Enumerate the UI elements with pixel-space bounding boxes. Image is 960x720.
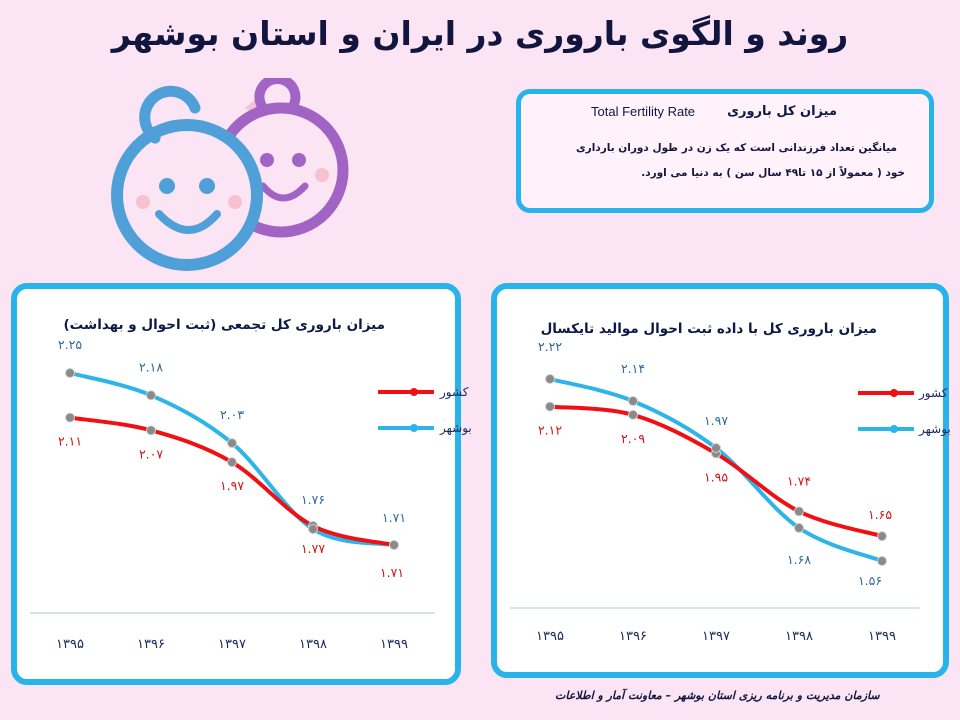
data-label: ۱.۷۶ bbox=[301, 492, 325, 507]
data-label: ۲.۰۷ bbox=[139, 446, 163, 461]
data-label: ۲.۱۴ bbox=[621, 361, 645, 376]
data-label: ۱.۹۷ bbox=[220, 478, 244, 493]
x-tick-label: ۱۳۹۹ bbox=[380, 637, 408, 652]
data-point bbox=[146, 425, 156, 436]
data-label: ۱.۷۱ bbox=[380, 565, 404, 580]
data-label: ۲.۱۸ bbox=[139, 359, 163, 374]
chart-0: ۱۳۹۵ ۱۳۹۶ ۱۳۹۷ ۱۳۹۸ ۱۳۹۹ ۲.۱۱ ۲.۰۷ ۱.۹۷ ۱.۷۷ ۱.۷۱… bbox=[30, 337, 472, 652]
legend-label: بوشهر bbox=[918, 422, 951, 437]
data-point bbox=[794, 506, 804, 517]
data-point bbox=[65, 412, 75, 423]
chart-panel-cumulative: میزان باروری کل تجمعی (ثبت احوال و بهداش… bbox=[11, 283, 461, 685]
data-point bbox=[545, 374, 555, 384]
data-label: ۱.۶۸ bbox=[787, 552, 811, 567]
data-point bbox=[227, 457, 237, 468]
data-label: ۲.۱۲ bbox=[538, 423, 562, 438]
legend-label: کشور bbox=[918, 386, 948, 401]
x-tick-label: ۱۳۹۷ bbox=[702, 629, 730, 644]
data-label: ۱.۷۷ bbox=[301, 541, 325, 556]
data-point bbox=[628, 396, 638, 407]
data-label: ۲.۲۲ bbox=[538, 339, 562, 354]
definition-line-1: میانگین تعداد فرزندانی است که یک زن در ط… bbox=[576, 142, 897, 154]
x-tick-label: ۱۳۹۹ bbox=[868, 629, 896, 644]
definition-line-2: خود ( معمولاً از ۱۵ تا۴۹ سال سن ) به دنی… bbox=[641, 167, 905, 179]
legend-marker bbox=[410, 424, 418, 432]
x-tick-label: ۱۳۹۶ bbox=[619, 629, 647, 644]
legend-label: بوشهر bbox=[439, 421, 472, 436]
source-footer: سازمان مدیریت و برنامه ریزی استان بوشهر … bbox=[555, 689, 880, 702]
x-tick-label: ۱۳۹۸ bbox=[299, 637, 327, 652]
data-point bbox=[628, 409, 638, 420]
data-label: ۱.۹۷ bbox=[704, 413, 728, 428]
data-point bbox=[146, 390, 156, 401]
chart-1: ۱۳۹۵ ۱۳۹۶ ۱۳۹۷ ۱۳۹۸ ۱۳۹۹ ۲.۱۲ ۲.۰۹ ۱.۹۵ ۱.۷۴ ۱.۶۵… bbox=[510, 339, 951, 644]
x-tick-label: ۱۳۹۶ bbox=[137, 637, 165, 652]
data-point bbox=[308, 524, 318, 535]
data-point bbox=[65, 368, 75, 378]
baby-boy-icon bbox=[111, 85, 263, 271]
page-title: روند و الگوی باروری در ایران و استان بوش… bbox=[111, 14, 849, 53]
data-label: ۲.۱۱ bbox=[58, 434, 82, 449]
data-label: ۱.۷۱ bbox=[382, 510, 406, 525]
x-tick-label: ۱۳۹۸ bbox=[785, 629, 813, 644]
data-point bbox=[877, 531, 887, 542]
legend-marker bbox=[410, 388, 418, 396]
chart-panel-civil-registration: میزان باروری کل با داده ثبت احوال موالید… bbox=[491, 283, 949, 678]
legend-marker bbox=[890, 425, 898, 433]
data-point bbox=[389, 540, 399, 550]
data-label: ۲.۰۳ bbox=[220, 407, 244, 422]
data-point bbox=[227, 438, 237, 449]
x-tick-label: ۱۳۹۵ bbox=[56, 637, 84, 652]
data-point bbox=[711, 442, 721, 453]
babies-illustration bbox=[111, 78, 349, 271]
data-label: ۱.۵۶ bbox=[858, 573, 882, 588]
data-label: ۲.۲۵ bbox=[58, 337, 82, 352]
definition-heading-english: Total Fertility Rate bbox=[591, 104, 696, 119]
chart-title: میزان باروری کل تجمعی (ثبت احوال و بهداش… bbox=[63, 317, 385, 333]
data-point bbox=[794, 522, 804, 533]
data-label: ۱.۶۵ bbox=[868, 507, 892, 522]
legend-label: کشور bbox=[439, 385, 469, 400]
data-label: ۲.۰۹ bbox=[621, 431, 645, 446]
data-point bbox=[877, 556, 887, 566]
definition-heading: میزان کل باروری bbox=[727, 104, 837, 119]
definition-box: میزان کل باروری Total Fertility Rate میا… bbox=[516, 89, 934, 213]
data-label: ۱.۷۴ bbox=[787, 473, 811, 488]
x-tick-label: ۱۳۹۷ bbox=[218, 637, 246, 652]
data-label: ۱.۹۵ bbox=[704, 469, 728, 484]
x-tick-label: ۱۳۹۵ bbox=[536, 629, 564, 644]
legend-marker bbox=[890, 389, 898, 397]
data-point bbox=[545, 401, 555, 412]
chart-title: میزان باروری کل با داده ثبت احوال موالید… bbox=[540, 321, 877, 337]
